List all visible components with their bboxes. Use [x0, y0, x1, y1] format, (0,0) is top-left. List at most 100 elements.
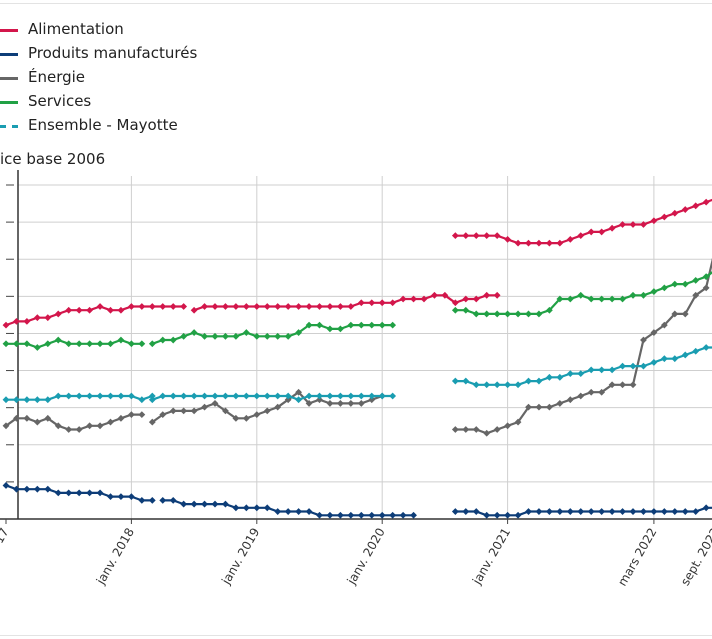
data-point: [86, 340, 93, 348]
data-point: [138, 303, 146, 310]
data-point: [284, 396, 292, 404]
data-point: [577, 232, 585, 240]
data-point: [566, 396, 574, 404]
data-point: [619, 362, 626, 370]
data-point: [316, 396, 323, 404]
data-point: [462, 426, 470, 433]
data-point: [347, 392, 355, 400]
data-point: [347, 321, 355, 329]
data-point: [65, 392, 73, 400]
data-point: [180, 407, 188, 415]
data-point: [65, 426, 73, 433]
data-point: [284, 508, 292, 515]
data-point: [389, 321, 397, 329]
x-tick-label: sept. 2022: [678, 526, 712, 589]
data-point: [128, 303, 135, 310]
data-point: [263, 504, 271, 512]
data-point: [451, 232, 459, 240]
series-produits-manufactur-s: [2, 482, 712, 519]
data-point: [629, 508, 637, 515]
series-group: [2, 198, 712, 519]
data-point: [190, 306, 198, 314]
data-point: [577, 392, 585, 400]
data-point: [44, 396, 52, 404]
data-point: [535, 508, 543, 515]
series-line: [151, 394, 393, 401]
legend-label-energie: Énergie: [28, 68, 86, 86]
data-point: [514, 239, 522, 247]
data-point: [598, 295, 606, 303]
data-point: [347, 303, 355, 310]
data-point: [148, 418, 156, 426]
data-point: [54, 310, 62, 318]
data-point: [347, 400, 355, 407]
data-point: [650, 359, 658, 366]
data-point: [462, 306, 470, 314]
data-point: [159, 303, 167, 310]
data-point: [274, 403, 282, 411]
data-point: [305, 392, 313, 400]
data-point: [546, 306, 553, 314]
data-point: [33, 418, 41, 426]
series-line: [193, 294, 498, 312]
data-point: [117, 392, 125, 400]
data-point: [598, 388, 606, 396]
data-point: [546, 403, 553, 411]
data-point: [650, 329, 658, 336]
data-point: [337, 511, 344, 519]
data-point: [232, 392, 240, 400]
data-point: [211, 400, 219, 407]
data-point: [295, 396, 302, 404]
data-point: [180, 303, 188, 310]
data-point: [640, 336, 647, 344]
data-point: [75, 306, 83, 314]
legend-swatch-energie: [0, 77, 18, 80]
data-point: [472, 426, 480, 433]
data-point: [305, 321, 313, 329]
data-point: [222, 392, 229, 400]
data-point: [702, 344, 710, 351]
data-point: [86, 489, 93, 497]
x-tick-label: janv. 2020: [344, 526, 388, 588]
data-point: [138, 396, 146, 404]
data-point: [253, 392, 261, 400]
data-point: [566, 508, 574, 515]
data-point: [504, 422, 511, 430]
data-point: [608, 224, 616, 232]
data-point: [96, 303, 104, 310]
data-point: [493, 426, 501, 433]
data-point: [660, 213, 668, 221]
data-point: [535, 377, 543, 385]
data-point: [681, 351, 689, 359]
data-point: [222, 332, 229, 340]
data-point: [357, 321, 365, 329]
data-point: [242, 329, 250, 336]
data-point: [107, 340, 114, 348]
data-point: [159, 392, 167, 400]
data-point: [671, 310, 679, 318]
data-point: [598, 366, 606, 374]
frame-bottom-border: [0, 635, 712, 636]
data-point: [263, 332, 271, 340]
data-point: [201, 403, 208, 411]
data-point: [546, 373, 553, 381]
data-point: [2, 321, 10, 329]
data-point: [13, 485, 20, 493]
data-point: [472, 295, 480, 303]
data-point: [305, 400, 313, 407]
legend-swatch-ensemble-mayotte: [0, 125, 18, 128]
data-point: [681, 206, 689, 213]
data-point: [222, 500, 229, 508]
data-point: [169, 303, 177, 310]
data-point: [201, 392, 208, 400]
data-point: [242, 504, 250, 512]
data-point: [284, 392, 292, 400]
data-point: [148, 396, 156, 404]
data-point: [295, 329, 302, 336]
data-point: [472, 508, 480, 515]
data-point: [504, 381, 511, 389]
data-point: [619, 221, 626, 228]
data-point: [326, 511, 334, 519]
data-point: [483, 232, 491, 240]
data-point: [54, 422, 62, 430]
